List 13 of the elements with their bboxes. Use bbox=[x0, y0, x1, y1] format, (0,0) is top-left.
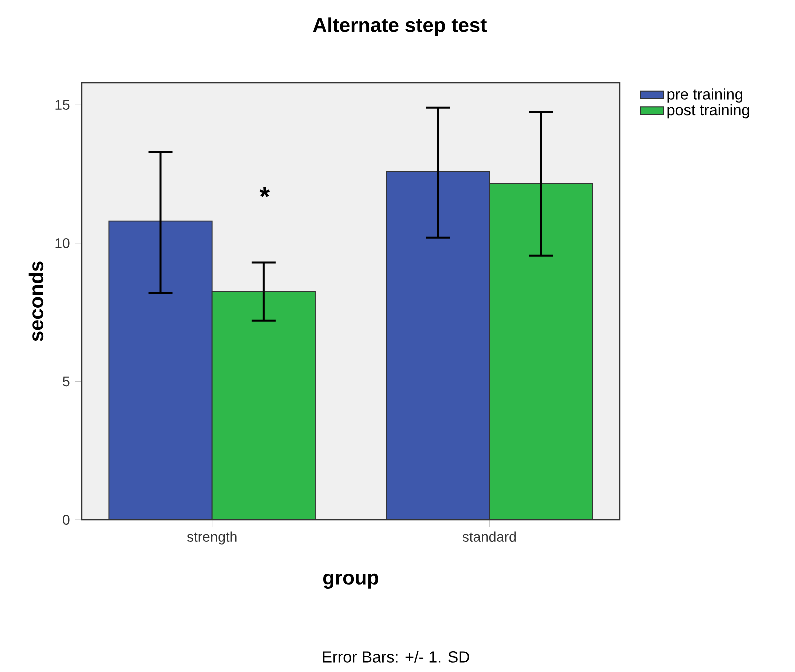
chart-title: Alternate step test bbox=[313, 18, 487, 36]
y-tick-label: 10 bbox=[56, 238, 70, 248]
x-tick-label: strength bbox=[187, 532, 237, 545]
y-tick-label: 5 bbox=[63, 376, 70, 387]
legend-label: post training bbox=[668, 104, 750, 119]
annotation: * bbox=[260, 187, 270, 198]
text: Error Bars: +/- 1. SD bbox=[323, 651, 470, 663]
y-tick-label: 15 bbox=[56, 100, 70, 110]
x-tick-label: standard bbox=[462, 532, 516, 542]
legend-label: pre training bbox=[668, 88, 742, 103]
y-tick-label: 0 bbox=[63, 515, 70, 525]
y-axis-title: seconds bbox=[28, 262, 44, 342]
x-axis-title: group bbox=[323, 574, 379, 589]
